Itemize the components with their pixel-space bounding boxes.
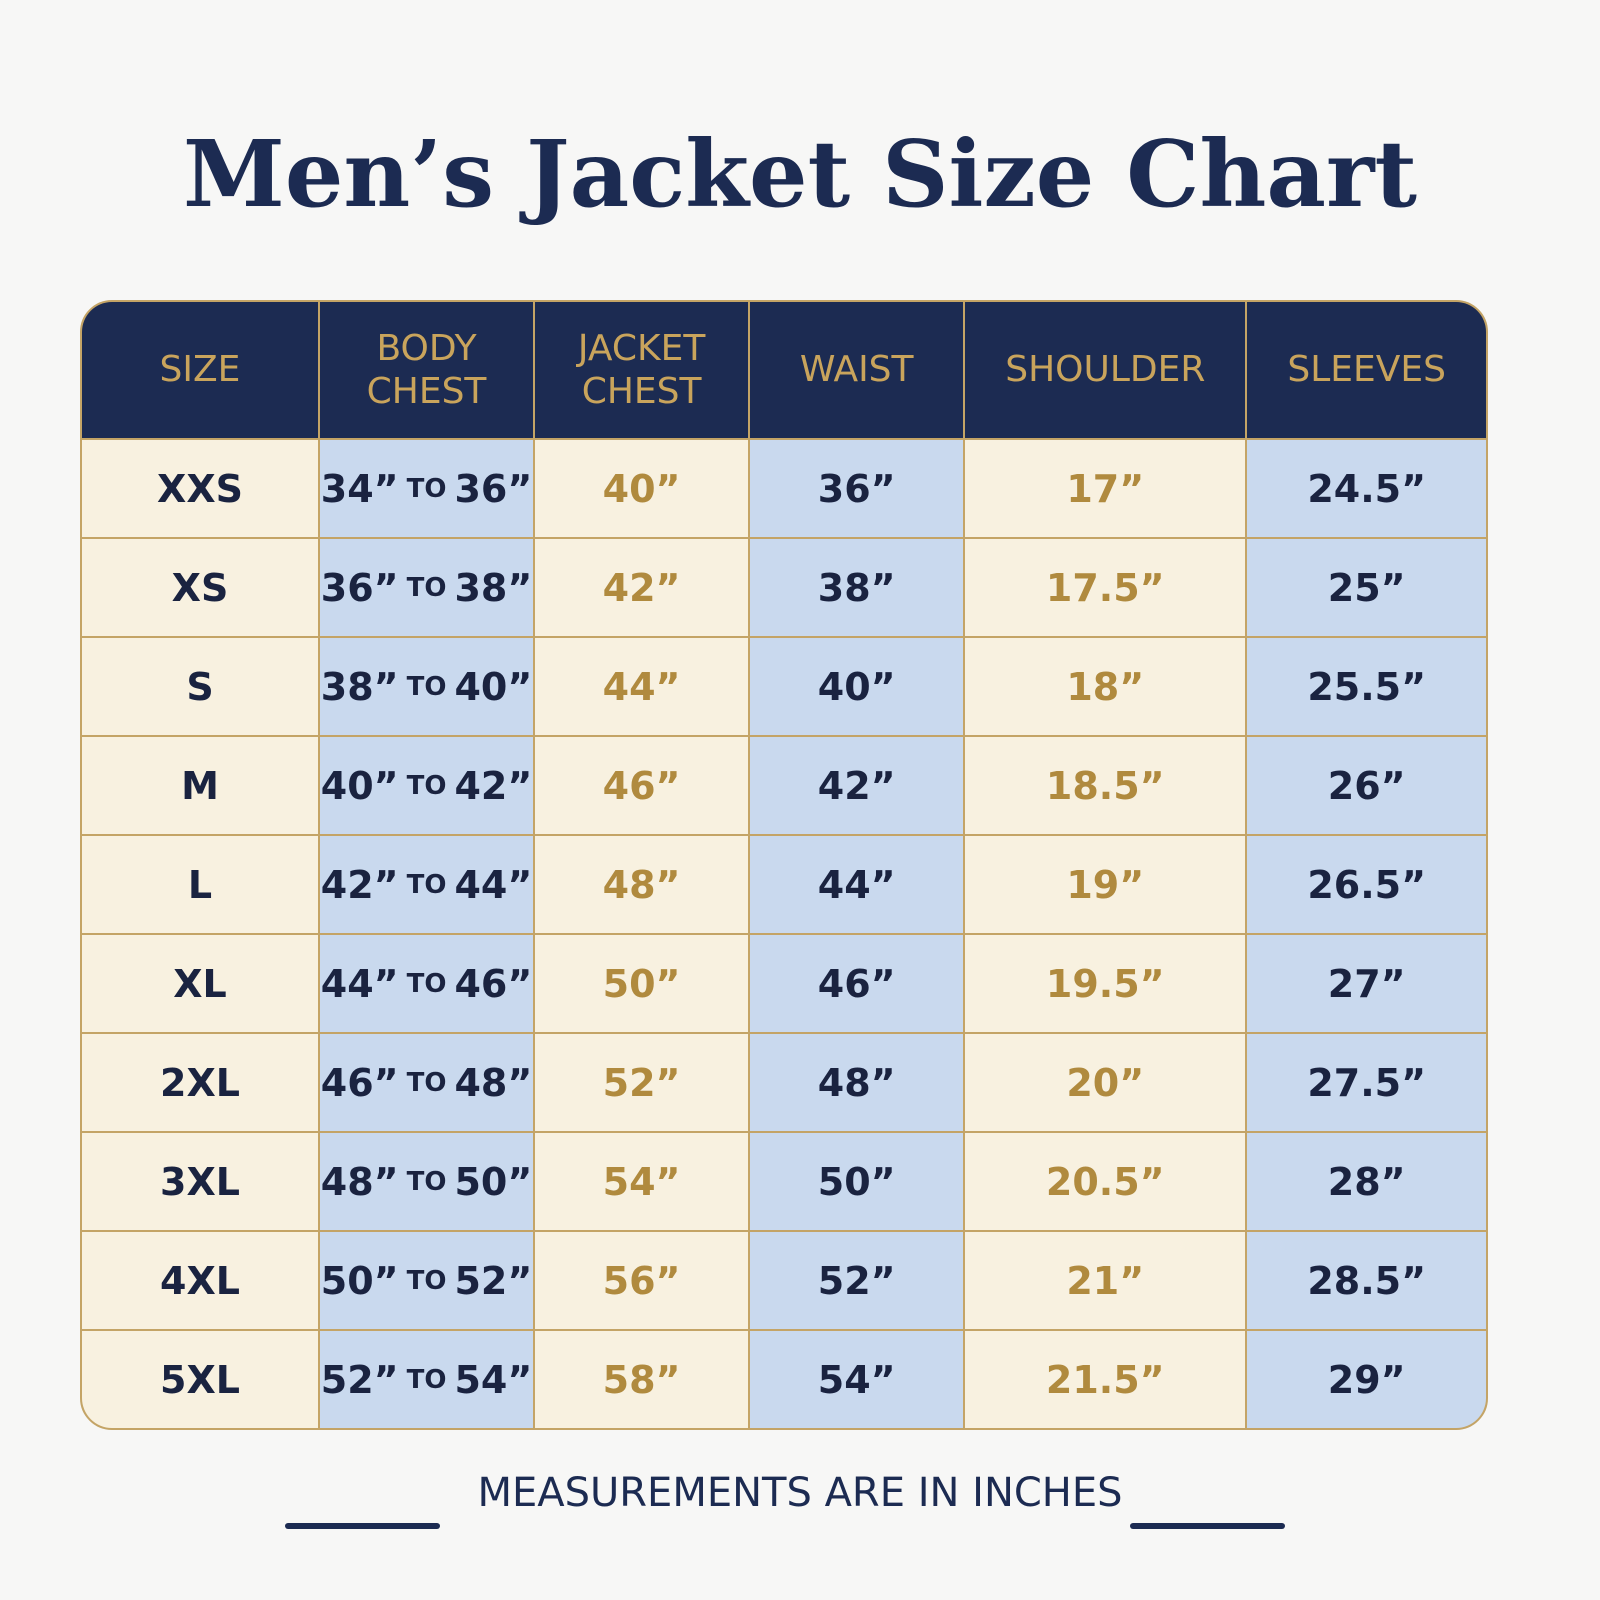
table-cell: 28”: [1247, 1133, 1486, 1230]
size-table: SIZE BODY CHEST JACKET CHEST WAIST SHOULDER S…: [80, 300, 1488, 1430]
table-cell: 58”: [535, 1331, 749, 1428]
table-cell: 38” TO 40”: [320, 638, 534, 735]
table-cell: 29”: [1247, 1331, 1486, 1428]
table-cell: 36” TO 38”: [320, 539, 534, 636]
table-cell: 28.5”: [1247, 1232, 1486, 1329]
table-cell: 50” TO 52”: [320, 1232, 534, 1329]
footer-note: MEASUREMENTS ARE IN INCHES: [477, 1470, 1123, 1516]
table-cell: 40”: [535, 440, 749, 537]
table-cell: 40” TO 42”: [320, 737, 534, 834]
table-cell: XS: [82, 539, 318, 636]
table-cell: M: [82, 737, 318, 834]
table-cell: XXS: [82, 440, 318, 537]
table-cell: 52”: [750, 1232, 964, 1329]
table-cell: 17.5”: [965, 539, 1246, 636]
table-cell: 40”: [750, 638, 964, 735]
table-cell: 46” TO 48”: [320, 1034, 534, 1131]
table-cell: 54”: [750, 1331, 964, 1428]
footer-rule: [285, 1523, 440, 1529]
table-cell: 44”: [535, 638, 749, 735]
table-cell: 48”: [750, 1034, 964, 1131]
table-cell: 52”: [535, 1034, 749, 1131]
table-cell: 46”: [750, 935, 964, 1032]
footer-rule: [1130, 1523, 1285, 1529]
table-cell: XL: [82, 935, 318, 1032]
table-cell: 18.5”: [965, 737, 1246, 834]
table-cell: 42” TO 44”: [320, 836, 534, 933]
title: Men’s Jacket Size Chart: [183, 120, 1417, 228]
table-cell: 20”: [965, 1034, 1246, 1131]
table-cell: 26”: [1247, 737, 1486, 834]
table-cell: 36”: [750, 440, 964, 537]
header-cell: WAIST: [750, 302, 964, 438]
table-cell: 2XL: [82, 1034, 318, 1131]
table-cell: S: [82, 638, 318, 735]
header-cell: SHOULDER: [965, 302, 1246, 438]
table-cell: 44” TO 46”: [320, 935, 534, 1032]
table-cell: 27”: [1247, 935, 1486, 1032]
table-cell: 50”: [750, 1133, 964, 1230]
table-cell: 46”: [535, 737, 749, 834]
table-cell: 48” TO 50”: [320, 1133, 534, 1230]
table-cell: 25.5”: [1247, 638, 1486, 735]
table-cell: 42”: [750, 737, 964, 834]
header-cell: JACKET CHEST: [535, 302, 749, 438]
table-cell: 42”: [535, 539, 749, 636]
table-cell: 18”: [965, 638, 1246, 735]
table-cell: 48”: [535, 836, 749, 933]
table-cell: 3XL: [82, 1133, 318, 1230]
table-cell: 21”: [965, 1232, 1246, 1329]
table-cell: L: [82, 836, 318, 933]
table-cell: 38”: [750, 539, 964, 636]
table-cell: 56”: [535, 1232, 749, 1329]
table-cell: 5XL: [82, 1331, 318, 1428]
header-cell: SLEEVES: [1247, 302, 1486, 438]
table-cell: 50”: [535, 935, 749, 1032]
table-cell: 19.5”: [965, 935, 1246, 1032]
table-cell: 52” TO 54”: [320, 1331, 534, 1428]
header-cell: SIZE: [82, 302, 318, 438]
table-cell: 26.5”: [1247, 836, 1486, 933]
table-cell: 25”: [1247, 539, 1486, 636]
table-cell: 21.5”: [965, 1331, 1246, 1428]
table-cell: 4XL: [82, 1232, 318, 1329]
table-cell: 34” TO 36”: [320, 440, 534, 537]
table-cell: 19”: [965, 836, 1246, 933]
table-cell: 20.5”: [965, 1133, 1246, 1230]
table-cell: 24.5”: [1247, 440, 1486, 537]
table-cell: 17”: [965, 440, 1246, 537]
header-cell: BODY CHEST: [320, 302, 534, 438]
table-cell: 54”: [535, 1133, 749, 1230]
table-cell: 27.5”: [1247, 1034, 1486, 1131]
table-cell: 44”: [750, 836, 964, 933]
